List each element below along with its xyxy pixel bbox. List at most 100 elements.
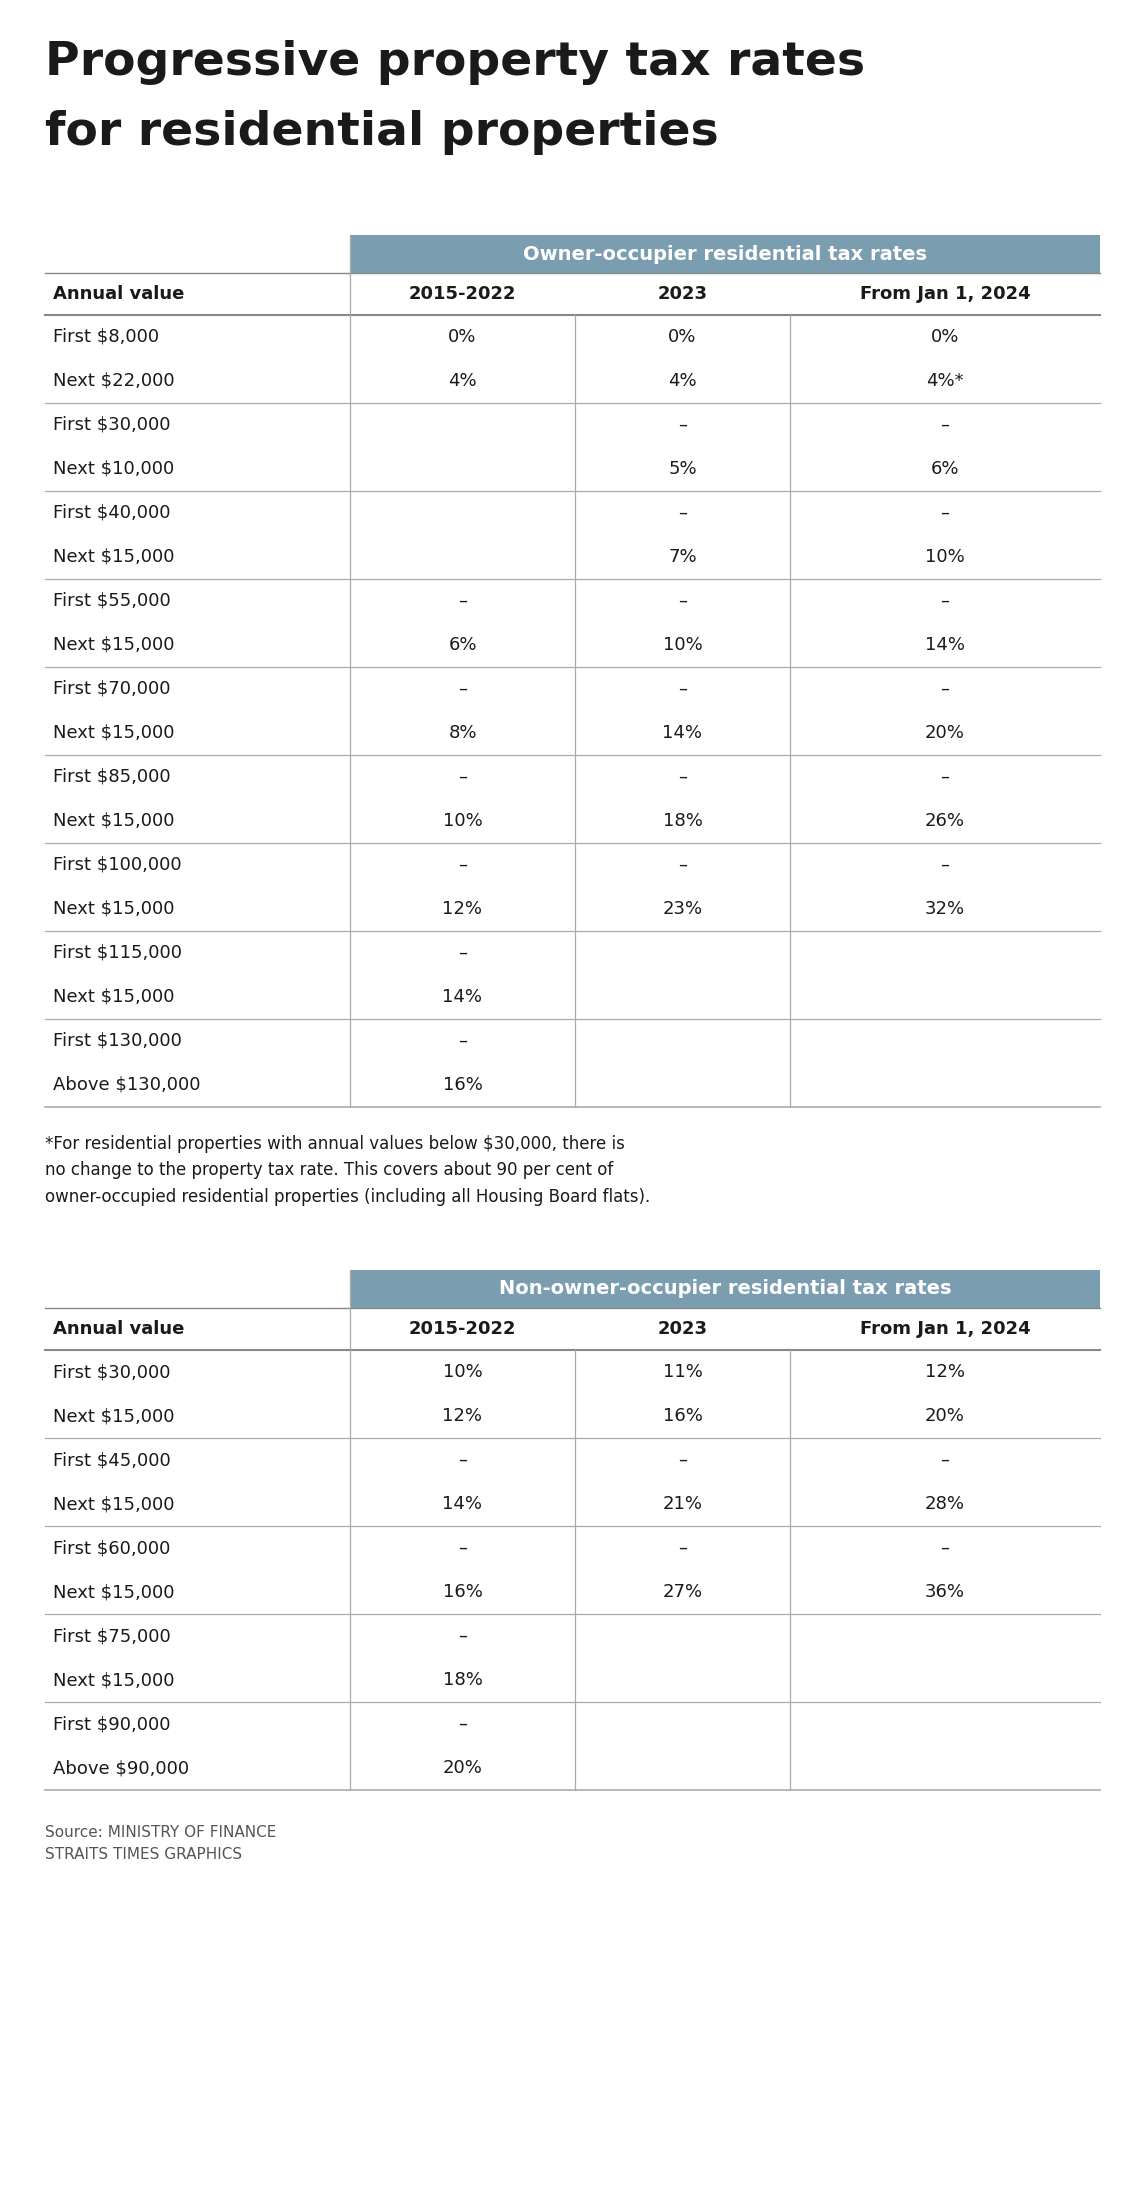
- Text: Next $15,000: Next $15,000: [52, 900, 174, 918]
- Text: –: –: [458, 680, 467, 697]
- Text: 6%: 6%: [448, 636, 477, 653]
- Text: First $30,000: First $30,000: [52, 1363, 171, 1381]
- Text: –: –: [458, 1628, 467, 1645]
- Text: STRAITS TIMES GRAPHICS: STRAITS TIMES GRAPHICS: [44, 1846, 242, 1862]
- Text: 2015-2022: 2015-2022: [409, 284, 516, 304]
- Text: First $40,000: First $40,000: [52, 505, 171, 522]
- Text: 12%: 12%: [442, 900, 482, 918]
- Text: –: –: [458, 1715, 467, 1733]
- Text: Non-owner-occupier residential tax rates: Non-owner-occupier residential tax rates: [499, 1280, 951, 1298]
- Text: 14%: 14%: [662, 723, 702, 743]
- Text: 0%: 0%: [448, 328, 477, 345]
- Text: 18%: 18%: [442, 1672, 482, 1689]
- Text: –: –: [940, 680, 950, 697]
- Text: 14%: 14%: [442, 1495, 482, 1512]
- Text: 28%: 28%: [925, 1495, 964, 1512]
- Text: 18%: 18%: [662, 813, 702, 830]
- Text: –: –: [940, 592, 950, 610]
- Text: Next $15,000: Next $15,000: [52, 1495, 174, 1512]
- Text: for residential properties: for residential properties: [44, 109, 718, 155]
- Text: Next $10,000: Next $10,000: [52, 461, 174, 479]
- Text: –: –: [678, 1451, 687, 1468]
- Text: –: –: [678, 505, 687, 522]
- Text: –: –: [458, 1031, 467, 1051]
- Text: 10%: 10%: [662, 636, 702, 653]
- Text: 4%*: 4%*: [926, 371, 963, 389]
- Text: Next $15,000: Next $15,000: [52, 548, 174, 566]
- Text: –: –: [458, 857, 467, 874]
- Text: –: –: [940, 1451, 950, 1468]
- Text: Above $90,000: Above $90,000: [52, 1759, 189, 1776]
- Text: First $85,000: First $85,000: [52, 767, 171, 787]
- Text: Next $15,000: Next $15,000: [52, 1672, 174, 1689]
- Text: 21%: 21%: [662, 1495, 702, 1512]
- Text: –: –: [678, 415, 687, 435]
- Text: –: –: [678, 767, 687, 787]
- Text: 2023: 2023: [658, 284, 708, 304]
- Text: 4%: 4%: [448, 371, 477, 389]
- Text: Progressive property tax rates: Progressive property tax rates: [44, 39, 865, 85]
- Text: 16%: 16%: [442, 1582, 482, 1602]
- Text: 27%: 27%: [662, 1582, 702, 1602]
- Text: Next $15,000: Next $15,000: [52, 1407, 174, 1425]
- Text: First $75,000: First $75,000: [52, 1628, 171, 1645]
- Text: –: –: [458, 1538, 467, 1558]
- Text: 16%: 16%: [662, 1407, 702, 1425]
- Text: First $100,000: First $100,000: [52, 857, 181, 874]
- Text: 11%: 11%: [662, 1363, 702, 1381]
- Text: 10%: 10%: [926, 548, 964, 566]
- Bar: [350, 1269, 1100, 1309]
- Text: Owner-occupier residential tax rates: Owner-occupier residential tax rates: [523, 245, 927, 264]
- Text: 0%: 0%: [668, 328, 697, 345]
- Text: –: –: [458, 592, 467, 610]
- Text: –: –: [678, 1538, 687, 1558]
- Bar: [350, 236, 1100, 273]
- Text: Annual value: Annual value: [52, 284, 185, 304]
- Text: First $8,000: First $8,000: [52, 328, 160, 345]
- Text: First $70,000: First $70,000: [52, 680, 171, 697]
- Text: First $115,000: First $115,000: [52, 944, 182, 961]
- Text: 32%: 32%: [925, 900, 966, 918]
- Text: –: –: [678, 680, 687, 697]
- Text: 2015-2022: 2015-2022: [409, 1320, 516, 1337]
- Text: 0%: 0%: [931, 328, 959, 345]
- Text: First $55,000: First $55,000: [52, 592, 171, 610]
- Text: Next $22,000: Next $22,000: [52, 371, 174, 389]
- Text: First $30,000: First $30,000: [52, 415, 171, 435]
- Text: –: –: [458, 944, 467, 961]
- Text: 4%: 4%: [668, 371, 697, 389]
- Text: 7%: 7%: [668, 548, 697, 566]
- Text: 6%: 6%: [930, 461, 959, 479]
- Text: 12%: 12%: [442, 1407, 482, 1425]
- Text: 8%: 8%: [448, 723, 477, 743]
- Text: 10%: 10%: [442, 1363, 482, 1381]
- Text: First $60,000: First $60,000: [52, 1538, 170, 1558]
- Text: Next $15,000: Next $15,000: [52, 813, 174, 830]
- Text: Next $15,000: Next $15,000: [52, 636, 174, 653]
- Text: –: –: [940, 415, 950, 435]
- Text: –: –: [458, 1451, 467, 1468]
- Text: –: –: [940, 505, 950, 522]
- Text: First $130,000: First $130,000: [52, 1031, 182, 1051]
- Text: 20%: 20%: [925, 1407, 964, 1425]
- Text: –: –: [458, 767, 467, 787]
- Text: 20%: 20%: [925, 723, 964, 743]
- Text: Next $15,000: Next $15,000: [52, 1582, 174, 1602]
- Text: 36%: 36%: [925, 1582, 964, 1602]
- Text: 20%: 20%: [442, 1759, 482, 1776]
- Text: 14%: 14%: [925, 636, 964, 653]
- Text: –: –: [940, 767, 950, 787]
- Text: 26%: 26%: [925, 813, 964, 830]
- Text: *For residential properties with annual values below $30,000, there is
no change: *For residential properties with annual …: [44, 1134, 650, 1206]
- Text: 12%: 12%: [925, 1363, 964, 1381]
- Text: First $90,000: First $90,000: [52, 1715, 171, 1733]
- Text: 23%: 23%: [662, 900, 702, 918]
- Text: –: –: [678, 592, 687, 610]
- Text: 16%: 16%: [442, 1075, 482, 1095]
- Text: From Jan 1, 2024: From Jan 1, 2024: [860, 1320, 1031, 1337]
- Text: From Jan 1, 2024: From Jan 1, 2024: [860, 284, 1031, 304]
- Text: 2023: 2023: [658, 1320, 708, 1337]
- Text: –: –: [940, 1538, 950, 1558]
- Text: –: –: [940, 857, 950, 874]
- Text: Next $15,000: Next $15,000: [52, 723, 174, 743]
